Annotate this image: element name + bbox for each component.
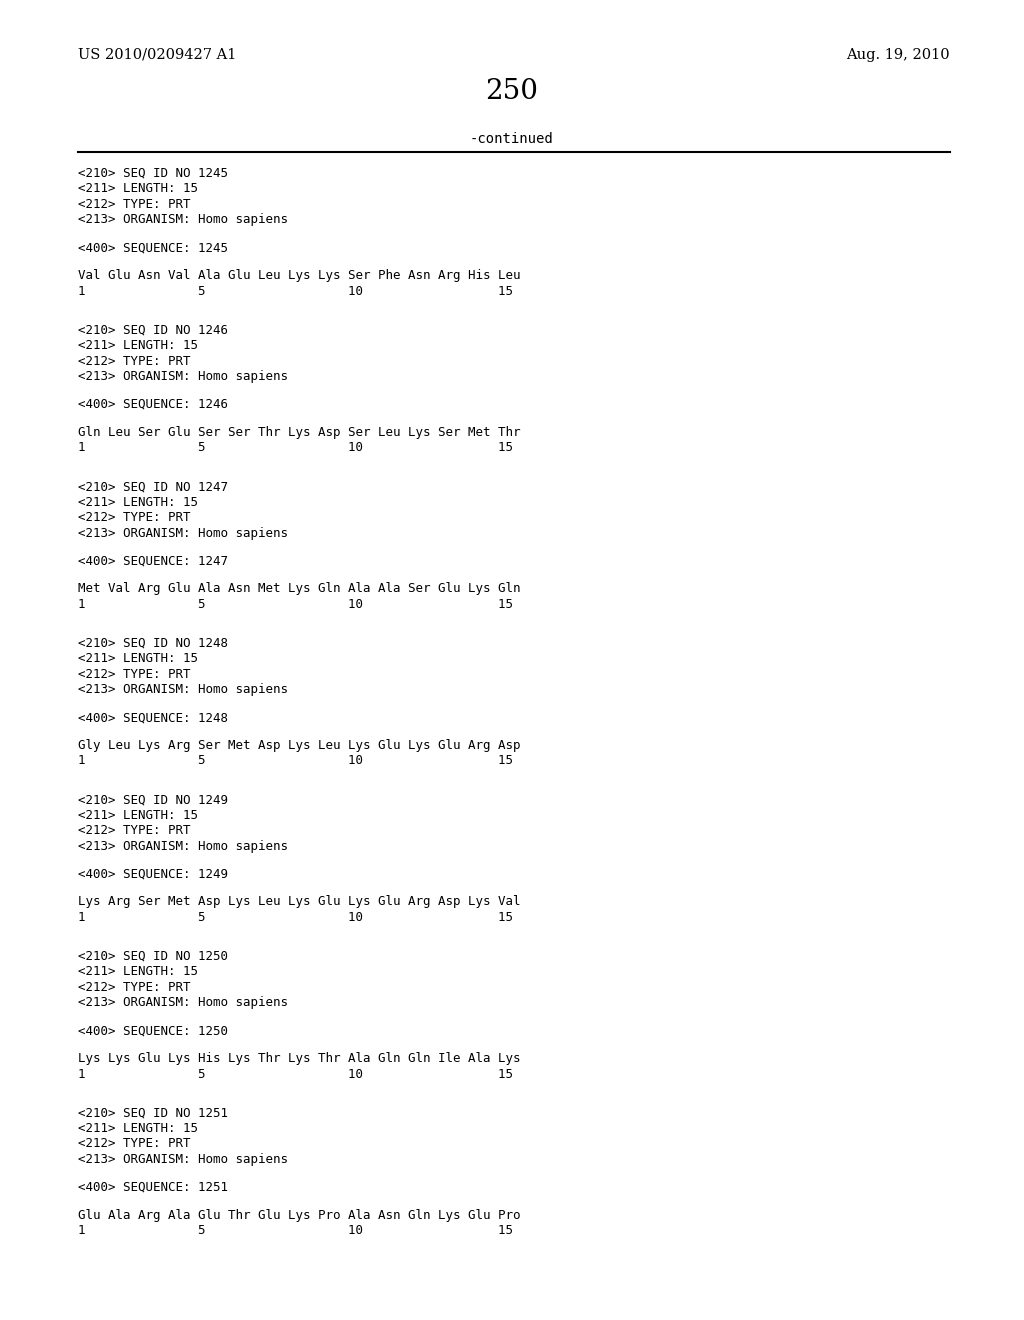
Text: <400> SEQUENCE: 1248: <400> SEQUENCE: 1248 [78,711,228,725]
Text: 1               5                   10                  15: 1 5 10 15 [78,1224,513,1237]
Text: <213> ORGANISM: Homo sapiens: <213> ORGANISM: Homo sapiens [78,527,288,540]
Text: <400> SEQUENCE: 1247: <400> SEQUENCE: 1247 [78,554,228,568]
Text: Gln Leu Ser Glu Ser Ser Thr Lys Asp Ser Leu Lys Ser Met Thr: Gln Leu Ser Glu Ser Ser Thr Lys Asp Ser … [78,426,520,438]
Text: Gly Leu Lys Arg Ser Met Asp Lys Leu Lys Glu Lys Glu Arg Asp: Gly Leu Lys Arg Ser Met Asp Lys Leu Lys … [78,739,520,752]
Text: <400> SEQUENCE: 1251: <400> SEQUENCE: 1251 [78,1180,228,1193]
Text: Val Glu Asn Val Ala Glu Leu Lys Lys Ser Phe Asn Arg His Leu: Val Glu Asn Val Ala Glu Leu Lys Lys Ser … [78,269,520,282]
Text: <211> LENGTH: 15: <211> LENGTH: 15 [78,339,198,352]
Text: <212> TYPE: PRT: <212> TYPE: PRT [78,668,190,681]
Text: <212> TYPE: PRT: <212> TYPE: PRT [78,1138,190,1150]
Text: <400> SEQUENCE: 1249: <400> SEQUENCE: 1249 [78,867,228,880]
Text: <211> LENGTH: 15: <211> LENGTH: 15 [78,965,198,978]
Text: <211> LENGTH: 15: <211> LENGTH: 15 [78,1122,198,1135]
Text: Met Val Arg Glu Ala Asn Met Lys Gln Ala Ala Ser Glu Lys Gln: Met Val Arg Glu Ala Asn Met Lys Gln Ala … [78,582,520,595]
Text: 1               5                   10                  15: 1 5 10 15 [78,1068,513,1081]
Text: <212> TYPE: PRT: <212> TYPE: PRT [78,824,190,837]
Text: <213> ORGANISM: Homo sapiens: <213> ORGANISM: Homo sapiens [78,370,288,383]
Text: <211> LENGTH: 15: <211> LENGTH: 15 [78,652,198,665]
Text: Aug. 19, 2010: Aug. 19, 2010 [847,48,950,62]
Text: <213> ORGANISM: Homo sapiens: <213> ORGANISM: Homo sapiens [78,840,288,853]
Text: <400> SEQUENCE: 1246: <400> SEQUENCE: 1246 [78,397,228,411]
Text: -continued: -continued [470,132,554,147]
Text: <210> SEQ ID NO 1250: <210> SEQ ID NO 1250 [78,950,228,962]
Text: <213> ORGANISM: Homo sapiens: <213> ORGANISM: Homo sapiens [78,684,288,696]
Text: <210> SEQ ID NO 1245: <210> SEQ ID NO 1245 [78,168,228,180]
Text: <210> SEQ ID NO 1247: <210> SEQ ID NO 1247 [78,480,228,494]
Text: <210> SEQ ID NO 1246: <210> SEQ ID NO 1246 [78,323,228,337]
Text: 250: 250 [485,78,539,106]
Text: US 2010/0209427 A1: US 2010/0209427 A1 [78,48,237,62]
Text: Glu Ala Arg Ala Glu Thr Glu Lys Pro Ala Asn Gln Lys Glu Pro: Glu Ala Arg Ala Glu Thr Glu Lys Pro Ala … [78,1209,520,1221]
Text: Lys Lys Glu Lys His Lys Thr Lys Thr Ala Gln Gln Ile Ala Lys: Lys Lys Glu Lys His Lys Thr Lys Thr Ala … [78,1052,520,1065]
Text: <213> ORGANISM: Homo sapiens: <213> ORGANISM: Homo sapiens [78,1152,288,1166]
Text: 1               5                   10                  15: 1 5 10 15 [78,441,513,454]
Text: 1               5                   10                  15: 1 5 10 15 [78,755,513,767]
Text: <210> SEQ ID NO 1249: <210> SEQ ID NO 1249 [78,793,228,807]
Text: <212> TYPE: PRT: <212> TYPE: PRT [78,511,190,524]
Text: <400> SEQUENCE: 1245: <400> SEQUENCE: 1245 [78,242,228,255]
Text: <212> TYPE: PRT: <212> TYPE: PRT [78,981,190,994]
Text: Lys Arg Ser Met Asp Lys Leu Lys Glu Lys Glu Arg Asp Lys Val: Lys Arg Ser Met Asp Lys Leu Lys Glu Lys … [78,895,520,908]
Text: <212> TYPE: PRT: <212> TYPE: PRT [78,355,190,367]
Text: <213> ORGANISM: Homo sapiens: <213> ORGANISM: Homo sapiens [78,997,288,1010]
Text: <210> SEQ ID NO 1251: <210> SEQ ID NO 1251 [78,1106,228,1119]
Text: 1               5                   10                  15: 1 5 10 15 [78,285,513,298]
Text: <211> LENGTH: 15: <211> LENGTH: 15 [78,809,198,821]
Text: <211> LENGTH: 15: <211> LENGTH: 15 [78,182,198,195]
Text: <211> LENGTH: 15: <211> LENGTH: 15 [78,495,198,508]
Text: <210> SEQ ID NO 1248: <210> SEQ ID NO 1248 [78,636,228,649]
Text: 1               5                   10                  15: 1 5 10 15 [78,911,513,924]
Text: 1               5                   10                  15: 1 5 10 15 [78,598,513,611]
Text: <400> SEQUENCE: 1250: <400> SEQUENCE: 1250 [78,1024,228,1038]
Text: <212> TYPE: PRT: <212> TYPE: PRT [78,198,190,211]
Text: <213> ORGANISM: Homo sapiens: <213> ORGANISM: Homo sapiens [78,214,288,227]
